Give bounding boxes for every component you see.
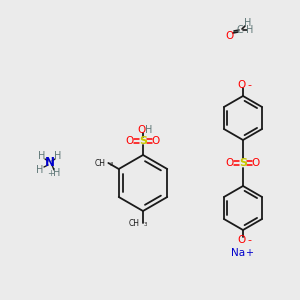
Text: +: + [245, 248, 253, 258]
Text: S: S [139, 136, 147, 146]
Text: O: O [152, 136, 160, 146]
Text: O: O [226, 31, 234, 41]
Text: 3: 3 [110, 163, 113, 167]
Text: Na: Na [231, 248, 245, 258]
Text: O: O [238, 80, 246, 90]
Text: H: H [54, 151, 62, 161]
Text: O: O [238, 235, 246, 245]
Text: N: N [45, 157, 55, 169]
Text: O: O [126, 136, 134, 146]
Text: S: S [239, 158, 247, 168]
Text: H: H [145, 125, 153, 135]
Text: H: H [53, 168, 61, 178]
Text: H: H [38, 151, 46, 161]
Text: O: O [252, 158, 260, 168]
Text: +: + [48, 169, 54, 178]
Text: C: C [237, 25, 243, 35]
Text: 3: 3 [144, 223, 148, 227]
Text: H: H [246, 25, 254, 35]
Text: -: - [247, 80, 251, 90]
Text: O: O [226, 158, 234, 168]
Text: CH: CH [129, 218, 140, 227]
Text: H: H [244, 18, 252, 28]
Text: O: O [138, 125, 146, 135]
Text: -: - [247, 235, 251, 245]
Text: CH: CH [94, 158, 105, 167]
Text: H: H [36, 165, 44, 175]
